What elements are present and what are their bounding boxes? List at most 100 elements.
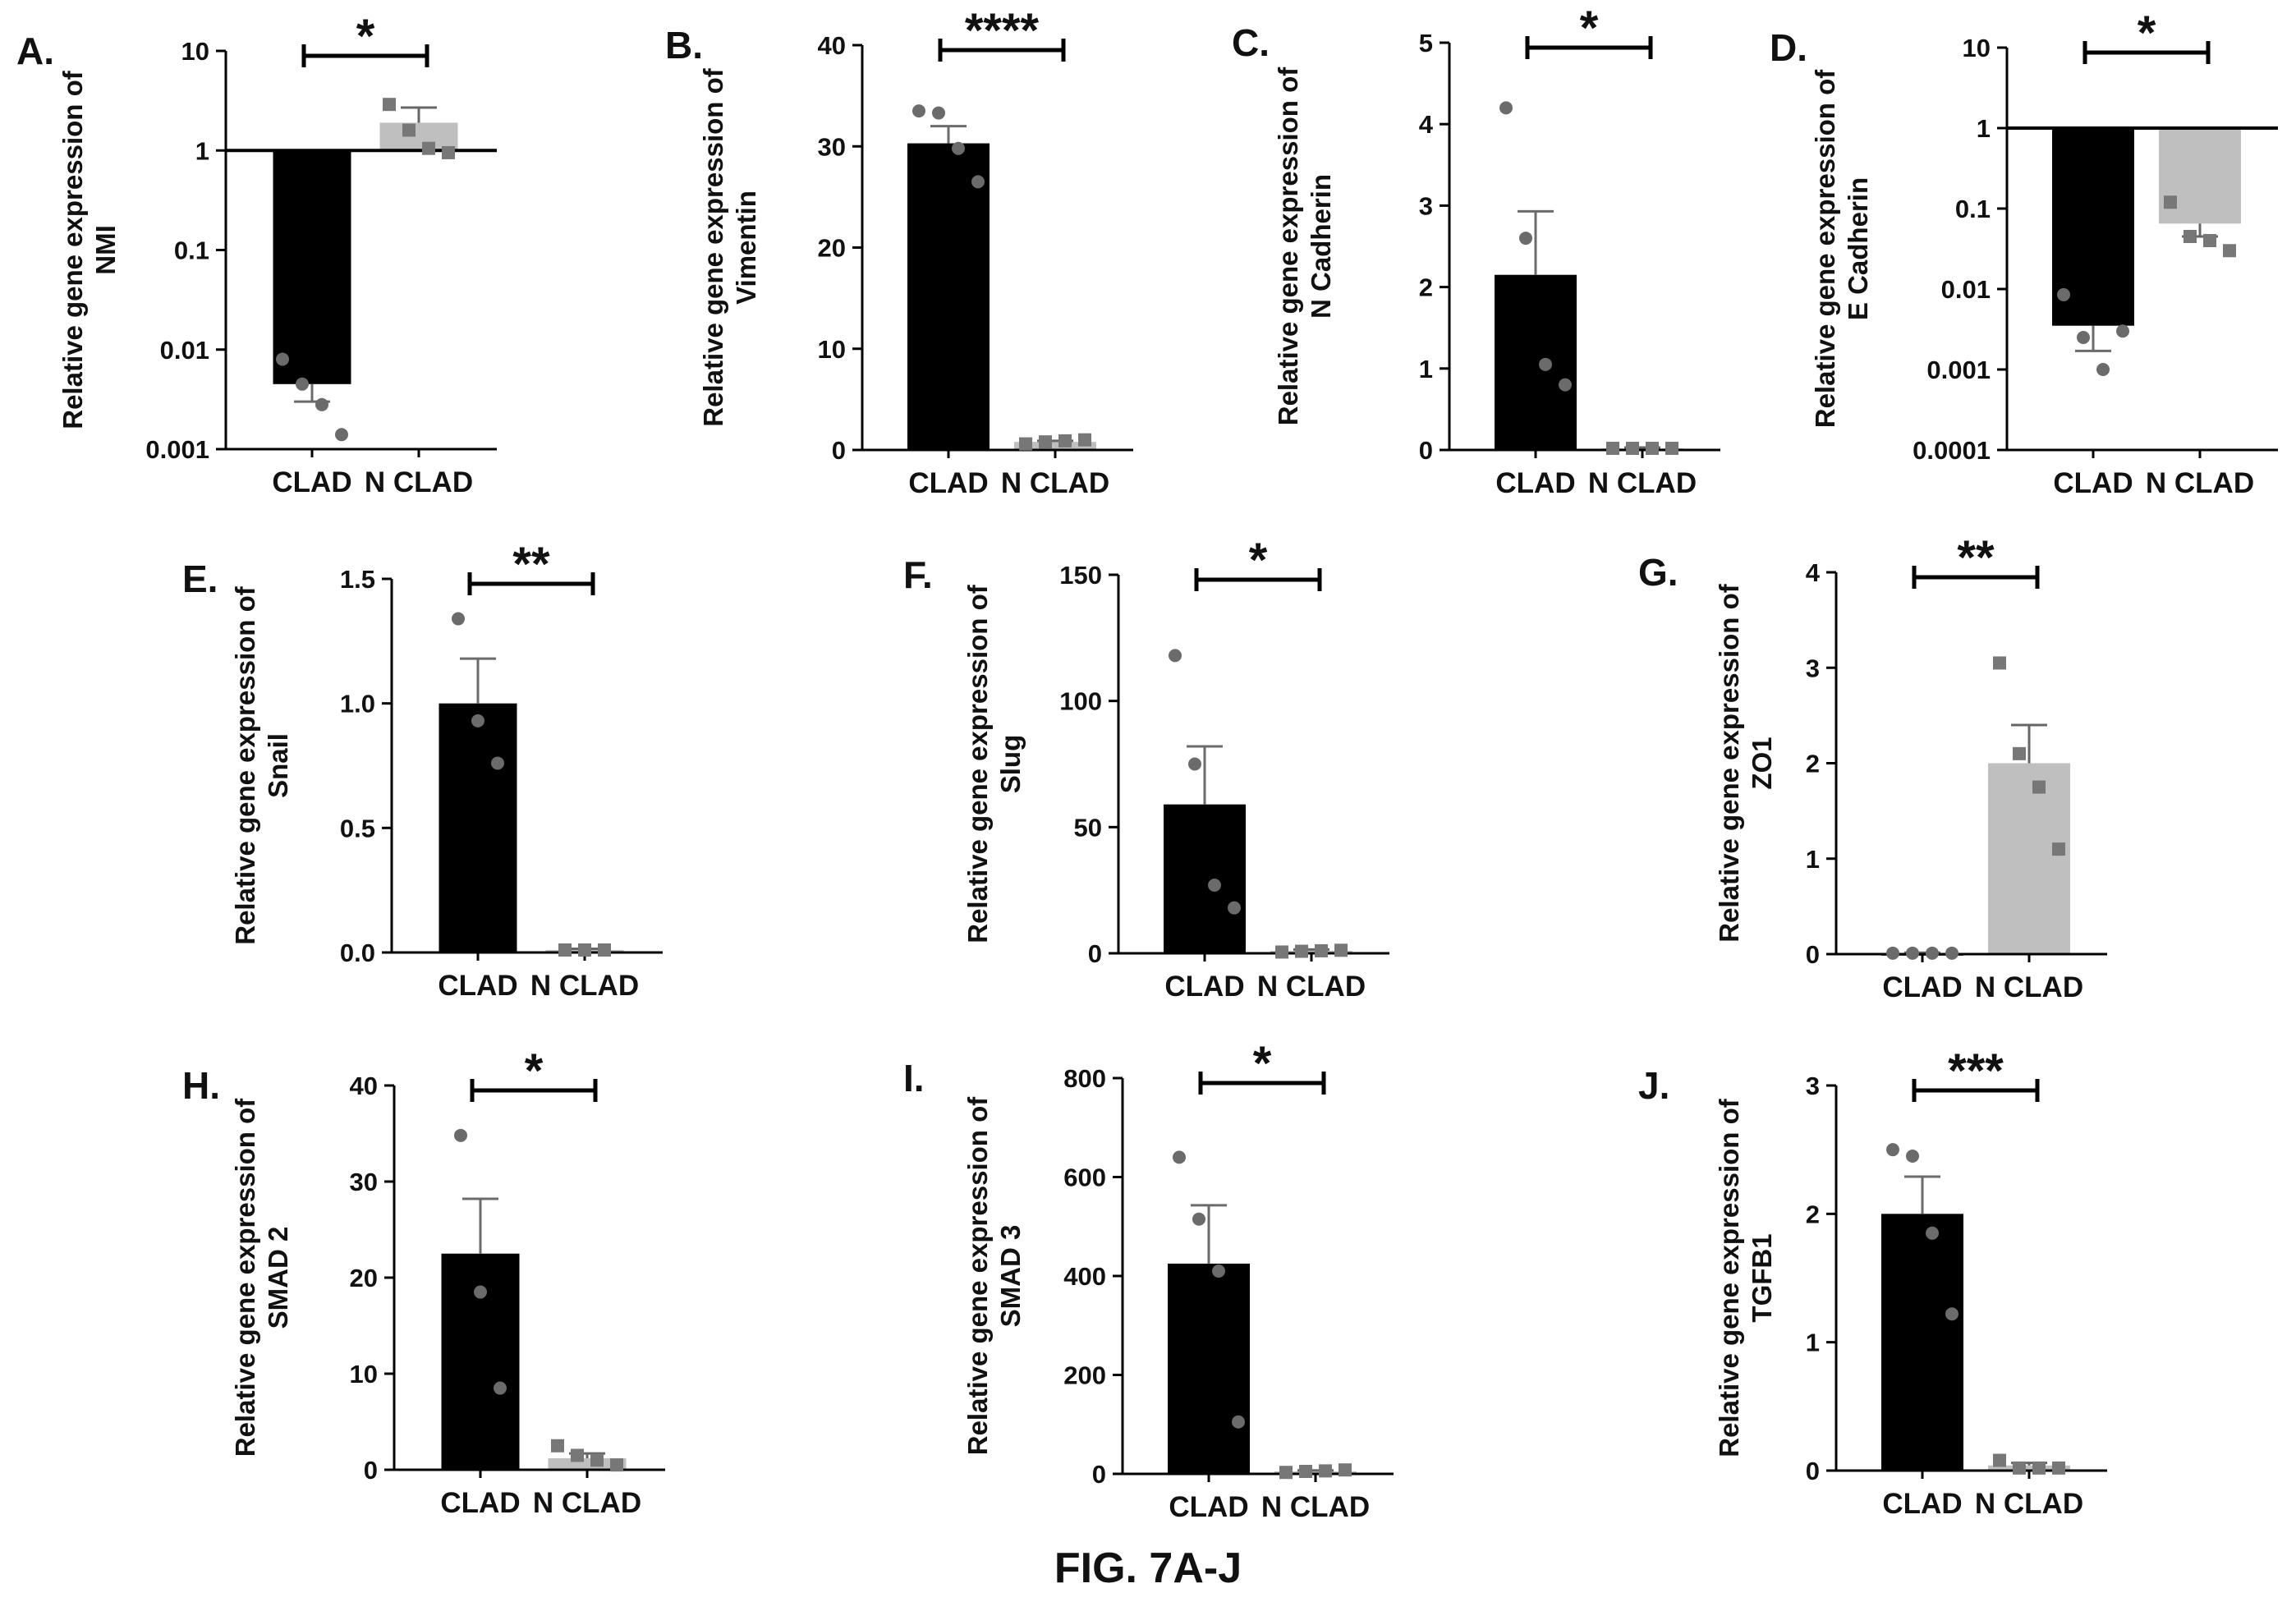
bar-nclad — [548, 1457, 627, 1470]
y-tick-label: 800 — [1063, 1064, 1106, 1093]
data-point-nclad — [402, 123, 416, 137]
data-point-nclad — [2183, 229, 2197, 243]
data-point-nclad — [1039, 435, 1052, 449]
y-tick-label: 1.0 — [340, 690, 375, 718]
y-tick-label: 0 — [1092, 1460, 1106, 1489]
data-point-clad — [1559, 378, 1572, 392]
significance-stars: * — [356, 10, 375, 63]
data-point-nclad — [571, 1448, 584, 1462]
data-point-clad — [2116, 324, 2129, 338]
data-point-clad — [1886, 946, 1899, 960]
data-point-clad — [1188, 757, 1201, 771]
data-point-clad — [912, 104, 925, 118]
y-axis-label-line2: Snail — [263, 733, 293, 798]
bar-clad — [1164, 804, 1246, 953]
y-tick-label: 0.0001 — [1913, 436, 1991, 465]
significance-stars: *** — [1948, 1044, 2004, 1098]
y-tick-label: 100 — [1059, 687, 1102, 716]
data-point-clad — [1539, 357, 1552, 371]
y-tick-label: 0.1 — [174, 236, 209, 265]
bar-clad — [1495, 274, 1577, 450]
y-axis-label-line1: Relative gene expression of — [57, 70, 88, 429]
data-point-clad — [1212, 1264, 1225, 1278]
y-tick-label: 30 — [818, 132, 846, 161]
y-axis-label-line2: Slug — [995, 735, 1026, 794]
y-tick-label: 0.0 — [340, 939, 375, 967]
x-tick-label: N CLAD — [1261, 1491, 1370, 1523]
y-tick-label: 0 — [1806, 940, 1820, 969]
data-point-nclad — [1993, 656, 2006, 670]
y-axis-label-line1: Relative gene expression of — [962, 1096, 993, 1456]
x-tick-label: N CLAD — [2146, 467, 2254, 499]
y-tick-label: 1 — [1419, 355, 1433, 383]
y-axis-label-line2: SMAD 2 — [263, 1227, 293, 1329]
data-point-nclad — [442, 145, 455, 159]
data-point-nclad — [578, 943, 591, 957]
y-axis-label: Relative gene expression of NMI — [57, 70, 121, 429]
panel-g: G. Relative gene expression of ZO1 0 1 2 3 4 CLA… — [1638, 531, 2107, 1003]
x-tick-label: N CLAD — [365, 466, 473, 498]
data-point-clad — [296, 377, 309, 391]
y-tick-label: 1 — [1806, 845, 1820, 874]
data-point-nclad — [2223, 244, 2236, 258]
data-point-clad — [491, 756, 504, 770]
y-tick-label: 0.1 — [1955, 195, 1991, 223]
data-point-nclad — [1299, 1464, 1312, 1478]
data-point-clad — [1232, 1415, 1245, 1429]
bar-clad — [1881, 1214, 1963, 1471]
data-point-nclad — [1078, 433, 1091, 447]
y-tick-label: 2 — [1806, 1200, 1820, 1228]
data-point-clad — [1173, 1150, 1186, 1164]
x-tick-label: CLAD — [438, 970, 517, 1002]
data-point-nclad — [551, 1439, 564, 1453]
y-tick-label: 0 — [364, 1456, 378, 1485]
y-axis-label-line1: Relative gene expression of — [230, 1098, 260, 1457]
data-point-nclad — [422, 141, 435, 155]
data-point-clad — [1499, 101, 1513, 115]
y-tick-label: 10 — [350, 1360, 378, 1388]
data-point-clad — [1519, 232, 1532, 246]
y-tick-label: 0.01 — [160, 336, 209, 365]
bar-clad — [907, 143, 990, 451]
data-point-clad — [452, 612, 465, 626]
bar-nclad — [1014, 442, 1096, 450]
panel-label: F. — [903, 553, 933, 596]
y-tick-label: 0.5 — [340, 814, 375, 842]
x-tick-label: CLAD — [1495, 467, 1575, 499]
y-axis-label-line1: Relative gene expression of — [698, 67, 728, 427]
y-tick-label: 3 — [1806, 654, 1820, 682]
data-point-clad — [335, 428, 348, 442]
y-axis-label-line2: ZO1 — [1747, 737, 1777, 789]
data-point-nclad — [610, 1458, 623, 1472]
data-point-clad — [952, 141, 965, 155]
bar-clad — [439, 703, 517, 952]
x-tick-label: N CLAD — [530, 970, 639, 1002]
y-axis-label-line2: Vimentin — [731, 190, 761, 305]
panel-label: C. — [1232, 21, 1270, 64]
y-tick-label: 3 — [1419, 191, 1433, 220]
data-point-clad — [1945, 1307, 1958, 1321]
panel-label: I. — [903, 1057, 925, 1099]
bar-nclad — [2159, 128, 2241, 224]
data-point-clad — [494, 1381, 507, 1395]
x-tick-label: CLAD — [2053, 467, 2133, 499]
y-axis-label-line1: Relative gene expression of — [962, 584, 993, 943]
y-axis-label: Relative gene expression of Vimentin — [698, 67, 761, 427]
y-tick-label: 3 — [1806, 1072, 1820, 1100]
y-tick-label: 20 — [350, 1264, 378, 1292]
panel-label: E. — [182, 558, 218, 600]
panel-label: J. — [1638, 1064, 1669, 1107]
y-axis-label-line2: NMI — [90, 225, 121, 275]
x-tick-label: CLAD — [440, 1487, 520, 1519]
data-point-clad — [276, 352, 289, 366]
y-axis-label: Relative gene expression of SMAD 3 — [962, 1096, 1026, 1456]
panel-label: B. — [665, 24, 703, 67]
data-point-nclad — [1646, 442, 1659, 456]
y-tick-label: 20 — [818, 234, 846, 263]
y-tick-label: 40 — [818, 31, 846, 60]
bar-nclad — [379, 122, 458, 151]
panel-f: F. Relative gene expression of Slug 0 50 100 1… — [903, 534, 1389, 1003]
y-tick-label: 1 — [195, 136, 209, 165]
y-axis-label-line2: N Cadherin — [1306, 174, 1336, 319]
